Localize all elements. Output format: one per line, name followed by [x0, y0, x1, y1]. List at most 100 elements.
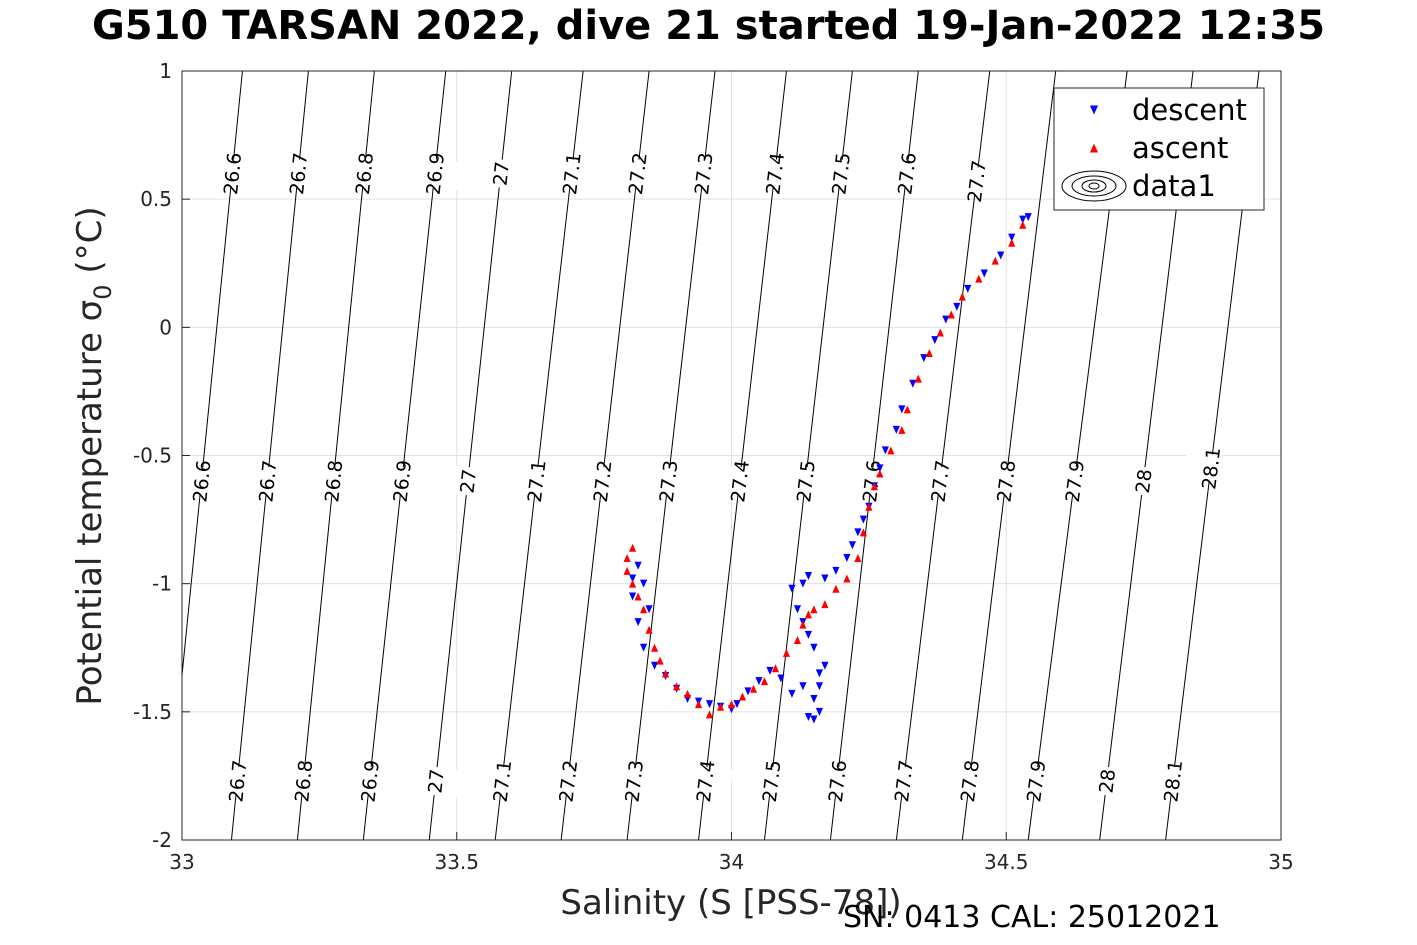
ascent-point — [854, 554, 862, 563]
ascent-point — [738, 692, 747, 701]
contour-line — [961, 71, 1057, 840]
descent-point — [859, 515, 867, 524]
y-tick-label: 0.5 — [140, 187, 172, 211]
contour-label: 27.8 — [993, 459, 1020, 504]
contour-label: 26.9 — [357, 759, 383, 803]
y-axis-label: Potential temperature σ0 (°C) — [70, 206, 117, 705]
descent-point — [920, 354, 928, 363]
descent-point — [898, 405, 906, 414]
descent-point — [634, 618, 642, 627]
contour-label-bg — [778, 464, 833, 498]
contour-label-bg — [876, 764, 932, 799]
ascent-point — [782, 648, 791, 657]
legend-marker-ascent — [1089, 143, 1099, 153]
y-tick-label: -1 — [152, 572, 172, 596]
contour-label: 26.6 — [220, 151, 246, 195]
ascent-point — [771, 664, 780, 673]
ascent-point — [705, 710, 714, 719]
contour-label-bg — [474, 764, 530, 798]
contour-line — [182, 71, 243, 681]
contour-label-bg — [407, 156, 463, 191]
ascent-point — [975, 274, 983, 283]
y-axis-label-main: Potential temperature σ — [70, 300, 110, 706]
contour-label-bg — [912, 464, 968, 499]
contour-label: 27 — [424, 768, 448, 794]
ascent-point — [870, 482, 878, 491]
contour-label: 27.2 — [556, 759, 583, 804]
contour-label: 27.1 — [490, 759, 517, 804]
x-axis-label: Salinity (S [PSS-78]) — [560, 883, 901, 923]
contour-label-bg — [508, 464, 564, 498]
contour-label-bg — [978, 464, 1034, 499]
contour-label-bg — [336, 157, 392, 191]
contour-label-bg — [640, 464, 696, 498]
ascent-point — [645, 625, 653, 634]
footer-serial-calibration: SN: 0413 CAL: 25012021 — [843, 900, 1221, 935]
ascent-point — [650, 643, 659, 652]
descent-point — [799, 579, 807, 588]
descent-point — [777, 674, 785, 683]
contour-label-bg — [948, 164, 1004, 199]
descent-point — [1008, 233, 1016, 242]
contour-label: 28.1 — [1160, 759, 1187, 804]
contour-label-bg — [675, 156, 731, 191]
descent-point — [815, 682, 824, 691]
descent-point — [804, 712, 813, 721]
ascent-point — [832, 584, 840, 593]
ascent-point — [656, 656, 664, 665]
contour-label-bg — [276, 764, 331, 798]
ascent-point — [628, 543, 637, 552]
density-contours: 26.6 26.6 26.7 26.7 26.7 26.8 26.8 26.8 26.9 26.9… — [182, 71, 1260, 840]
ascent-point — [843, 574, 851, 583]
contour-label: 28 — [1095, 768, 1120, 795]
descent-point — [964, 284, 972, 293]
ascent-point — [683, 689, 692, 698]
contour-label: 26.7 — [255, 459, 281, 503]
contour-label: 27.6 — [894, 151, 921, 196]
contour-label: 28 — [1132, 468, 1157, 495]
contour-label-bg — [809, 764, 865, 798]
descent-point — [804, 571, 813, 580]
contour-label-bg — [473, 156, 529, 191]
contour-label: 26.7 — [225, 759, 251, 803]
contour-label-bg — [609, 156, 665, 191]
legend-label-ascent: ascent — [1132, 131, 1228, 165]
contour-label-bg — [606, 764, 662, 798]
y-axis: -2 -1.5 -1 -0.5 0 0.5 1 — [133, 59, 190, 852]
descent-point — [744, 687, 752, 696]
descent-point — [810, 643, 818, 652]
contour-label: 27.5 — [759, 759, 786, 804]
contour-label-bg — [210, 764, 265, 798]
legend-contour-icon — [1061, 170, 1127, 202]
contour-label: 27.2 — [625, 151, 652, 196]
ascent-point — [876, 469, 884, 478]
contour-label: 27.7 — [927, 459, 954, 504]
contour-label: 27.4 — [727, 459, 754, 504]
descent-point — [821, 661, 829, 670]
descent-point — [931, 336, 939, 345]
descent-point — [733, 700, 741, 709]
contour-label-bg — [574, 464, 630, 498]
descent-point — [1019, 215, 1027, 224]
contour-label: 26.9 — [390, 459, 416, 503]
contour-label-bg — [1145, 764, 1201, 799]
contour-label: 26.9 — [423, 151, 449, 195]
contour-label-bg — [879, 156, 935, 191]
descent-point — [793, 605, 802, 614]
contour-line — [428, 71, 513, 840]
contour-label: 27 — [457, 468, 481, 494]
contour-label: 27.7 — [891, 759, 918, 804]
legend-contour-icon — [1071, 175, 1117, 197]
descent-point — [766, 666, 774, 675]
descent-point — [854, 528, 862, 537]
contour-line — [362, 71, 447, 840]
contour-label: 27.4 — [693, 759, 720, 804]
descent-point — [705, 700, 714, 709]
ascent-point — [898, 425, 906, 434]
ascent-point — [1008, 238, 1016, 247]
contour-label: 27.1 — [559, 151, 586, 196]
descent-point — [628, 592, 637, 601]
ascent-point — [925, 348, 933, 357]
ascent-point — [903, 405, 911, 414]
